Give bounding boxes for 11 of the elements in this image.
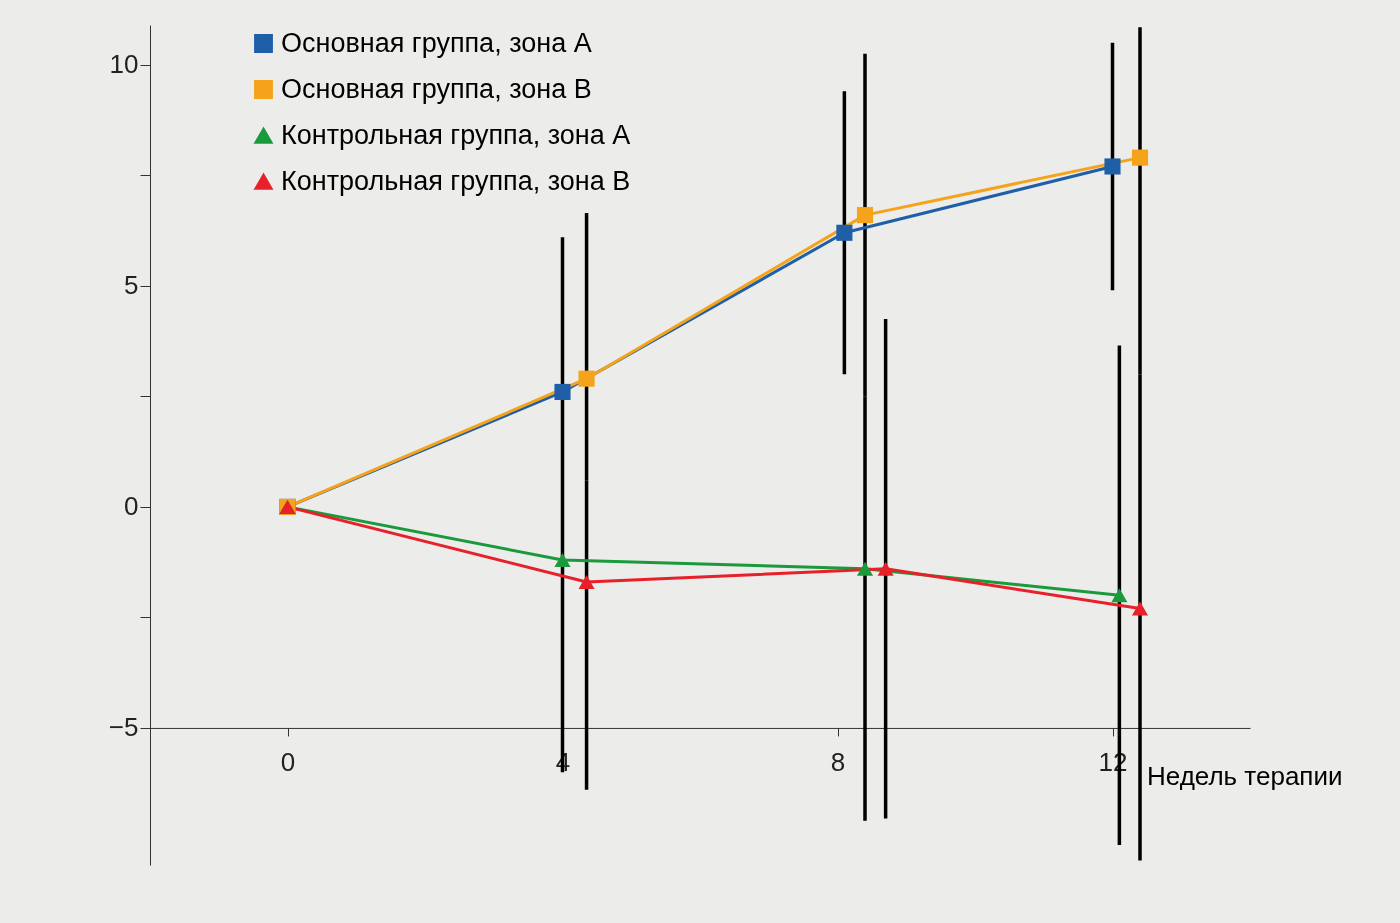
legend-label: Контрольная группа, зона В bbox=[281, 165, 631, 196]
y-tick-label: 10 bbox=[109, 49, 139, 80]
x-tick-label: 0 bbox=[280, 747, 296, 778]
x-axis-title: Недель терапии bbox=[1147, 761, 1343, 792]
y-tick-label: 0 bbox=[124, 491, 139, 522]
y-tick-label: 5 bbox=[124, 270, 139, 301]
legend-label: Основная группа, зона А bbox=[281, 27, 592, 58]
x-tick-label: 8 bbox=[830, 747, 846, 778]
legend-label: Основная группа, зона В bbox=[281, 73, 592, 104]
y-tick-label: −5 bbox=[108, 712, 139, 743]
legend-label: Контрольная группа, зона А bbox=[281, 119, 631, 150]
